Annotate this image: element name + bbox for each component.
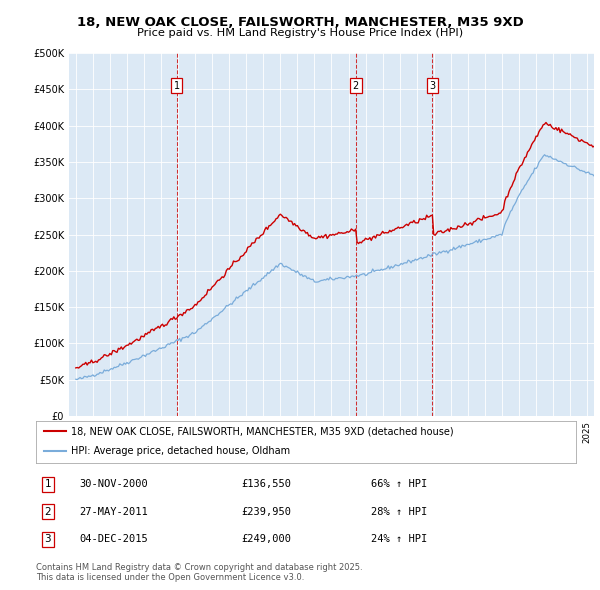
Text: 2: 2 (353, 81, 359, 91)
Text: 04-DEC-2015: 04-DEC-2015 (79, 535, 148, 544)
Text: Contains HM Land Registry data © Crown copyright and database right 2025.
This d: Contains HM Land Registry data © Crown c… (36, 563, 362, 582)
Text: 18, NEW OAK CLOSE, FAILSWORTH, MANCHESTER, M35 9XD: 18, NEW OAK CLOSE, FAILSWORTH, MANCHESTE… (77, 16, 523, 29)
Text: 18, NEW OAK CLOSE, FAILSWORTH, MANCHESTER, M35 9XD (detached house): 18, NEW OAK CLOSE, FAILSWORTH, MANCHESTE… (71, 427, 454, 436)
Text: 1: 1 (44, 480, 51, 489)
Text: 30-NOV-2000: 30-NOV-2000 (79, 480, 148, 489)
Text: Price paid vs. HM Land Registry's House Price Index (HPI): Price paid vs. HM Land Registry's House … (137, 28, 463, 38)
Text: £239,950: £239,950 (241, 507, 291, 517)
Text: 3: 3 (44, 535, 51, 544)
Text: 28% ↑ HPI: 28% ↑ HPI (371, 507, 427, 517)
Text: 66% ↑ HPI: 66% ↑ HPI (371, 480, 427, 489)
Text: 3: 3 (429, 81, 436, 91)
Text: 1: 1 (173, 81, 180, 91)
Text: 24% ↑ HPI: 24% ↑ HPI (371, 535, 427, 544)
Text: 27-MAY-2011: 27-MAY-2011 (79, 507, 148, 517)
Text: £249,000: £249,000 (241, 535, 291, 544)
Text: HPI: Average price, detached house, Oldham: HPI: Average price, detached house, Oldh… (71, 446, 290, 456)
Text: 2: 2 (44, 507, 51, 517)
Text: £136,550: £136,550 (241, 480, 291, 489)
